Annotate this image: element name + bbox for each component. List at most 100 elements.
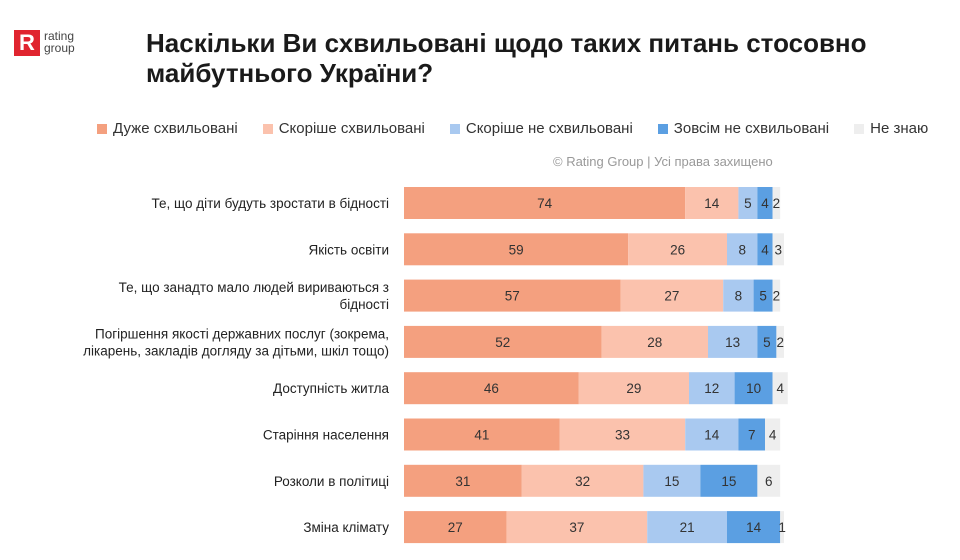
logo-line-1: rating [44,29,75,43]
data-label: 10 [746,381,761,396]
data-label: 32 [575,474,590,489]
data-label: 5 [744,196,752,211]
chart-title: Наскільки Ви схвильовані щодо таких пита… [146,28,867,88]
category-label-line: Те, що діти будуть зростати в бідності [152,196,390,211]
bar-segment [753,279,773,312]
data-label: 59 [509,242,524,257]
category-label: Старіння населення [263,428,389,443]
bar-segment [757,325,777,358]
category-label: Те, що занадто мало людей вириваються з б… [119,280,389,312]
bar-segment [738,418,765,451]
chart-legend: Дуже схвильовані Скоріше схвильовані Ско… [97,120,928,137]
bar-segment [772,187,781,219]
category-label-line: Доступність житла [273,381,389,396]
data-label: 4 [769,428,777,443]
data-label: 6 [765,474,773,489]
category-label-line: Якість освіти [308,242,389,257]
data-label: 14 [746,520,762,535]
data-label: 33 [615,428,630,443]
bar-segment [727,233,758,266]
copyright-note: © Rating Group | Усі права захищено [553,154,773,169]
data-label: 31 [455,474,470,489]
category-label: Погіршення якості державних послуг (зокр… [83,326,389,358]
logo-text: rating group [44,30,75,54]
bar-segment [404,233,629,266]
data-label: 41 [474,428,489,443]
bar-segment [700,464,758,497]
data-label: 4 [776,381,784,396]
category-label-line: Розколи в політиці [274,474,389,489]
bar-segment [521,464,644,497]
category-label-line: Старіння населення [263,428,389,443]
legend-item-dont-know: Не знаю [854,120,928,137]
data-label: 52 [495,335,510,350]
category-label: Те, що діти будуть зростати в бідності [152,196,390,211]
legend-item-not-at-all: Зовсім не схвильовані [657,120,830,137]
data-label: 2 [773,289,781,304]
bar-segment [404,325,602,358]
data-label: 14 [704,428,720,443]
data-label: 8 [738,242,746,257]
bar-segment [727,511,781,544]
legend-label-rather-not: Скоріше не схвильовані [465,120,633,137]
bar-segment [772,372,788,405]
legend-label-very: Дуже схвильовані [113,120,238,137]
bar-segment [404,418,560,451]
category-label-line: лікарень, закладів догляду за дітьми, шк… [83,343,389,358]
bar-segment [685,187,739,219]
logo-mark: R [14,30,40,56]
data-label: 2 [773,196,781,211]
legend-label-rather: Скоріше схвильовані [278,120,425,137]
category-label: Доступність житла [273,381,389,396]
legend-label-not-at-all: Зовсім не схвильовані [673,120,830,137]
category-label-line: Погіршення якості державних послуг (зокр… [95,326,389,341]
bar-segment [734,372,773,405]
legend-swatch-rather-not [449,123,460,134]
legend-label-dont-know: Не знаю [870,120,929,137]
category-label-line: бідності [339,297,389,312]
data-label: 28 [647,335,662,350]
data-label: 4 [761,242,769,257]
bar-segment [620,279,724,312]
legend-item-rather-not: Скоріше не схвильовані [449,120,633,137]
bar-segment [404,279,621,312]
bar-segment [506,511,648,544]
data-label: 5 [759,289,767,304]
legend-swatch-very [97,123,107,134]
bar-segment [780,511,784,544]
data-label: 15 [721,474,736,489]
data-label: 5 [763,335,771,350]
data-label: 4 [761,196,769,211]
bar-segment [776,325,784,358]
bar-segment [404,511,507,544]
bar-segment [647,511,727,544]
data-label: 8 [735,289,743,304]
data-label: 7 [748,428,756,443]
bar-segment [772,279,781,312]
bar-segment [685,418,739,451]
bar-segment [628,233,727,266]
data-label: 29 [626,381,641,396]
legend-swatch-dont-know [854,123,865,134]
data-label: 57 [505,289,520,304]
bar-segment [559,418,686,451]
bar-segment [765,418,781,451]
bar-segment [689,372,735,405]
data-label: 2 [776,335,784,350]
category-label: Розколи в політиці [274,474,389,489]
bar-segment [708,325,758,358]
data-label: 21 [680,520,695,535]
data-label: 15 [664,474,679,489]
category-label-line: Те, що занадто мало людей вириваються з [119,280,389,295]
data-label: 37 [569,520,584,535]
bar-segment [404,464,522,497]
rating-group-logo: R rating group [14,30,75,56]
bar-segment [757,187,773,219]
bar-segment [738,187,758,219]
logo-line-2: group [44,41,75,55]
category-label: Якість освіти [308,242,389,257]
category-label-line: Зміна клімату [303,520,389,535]
data-label: 1 [778,520,786,535]
bar-segment [601,325,708,358]
